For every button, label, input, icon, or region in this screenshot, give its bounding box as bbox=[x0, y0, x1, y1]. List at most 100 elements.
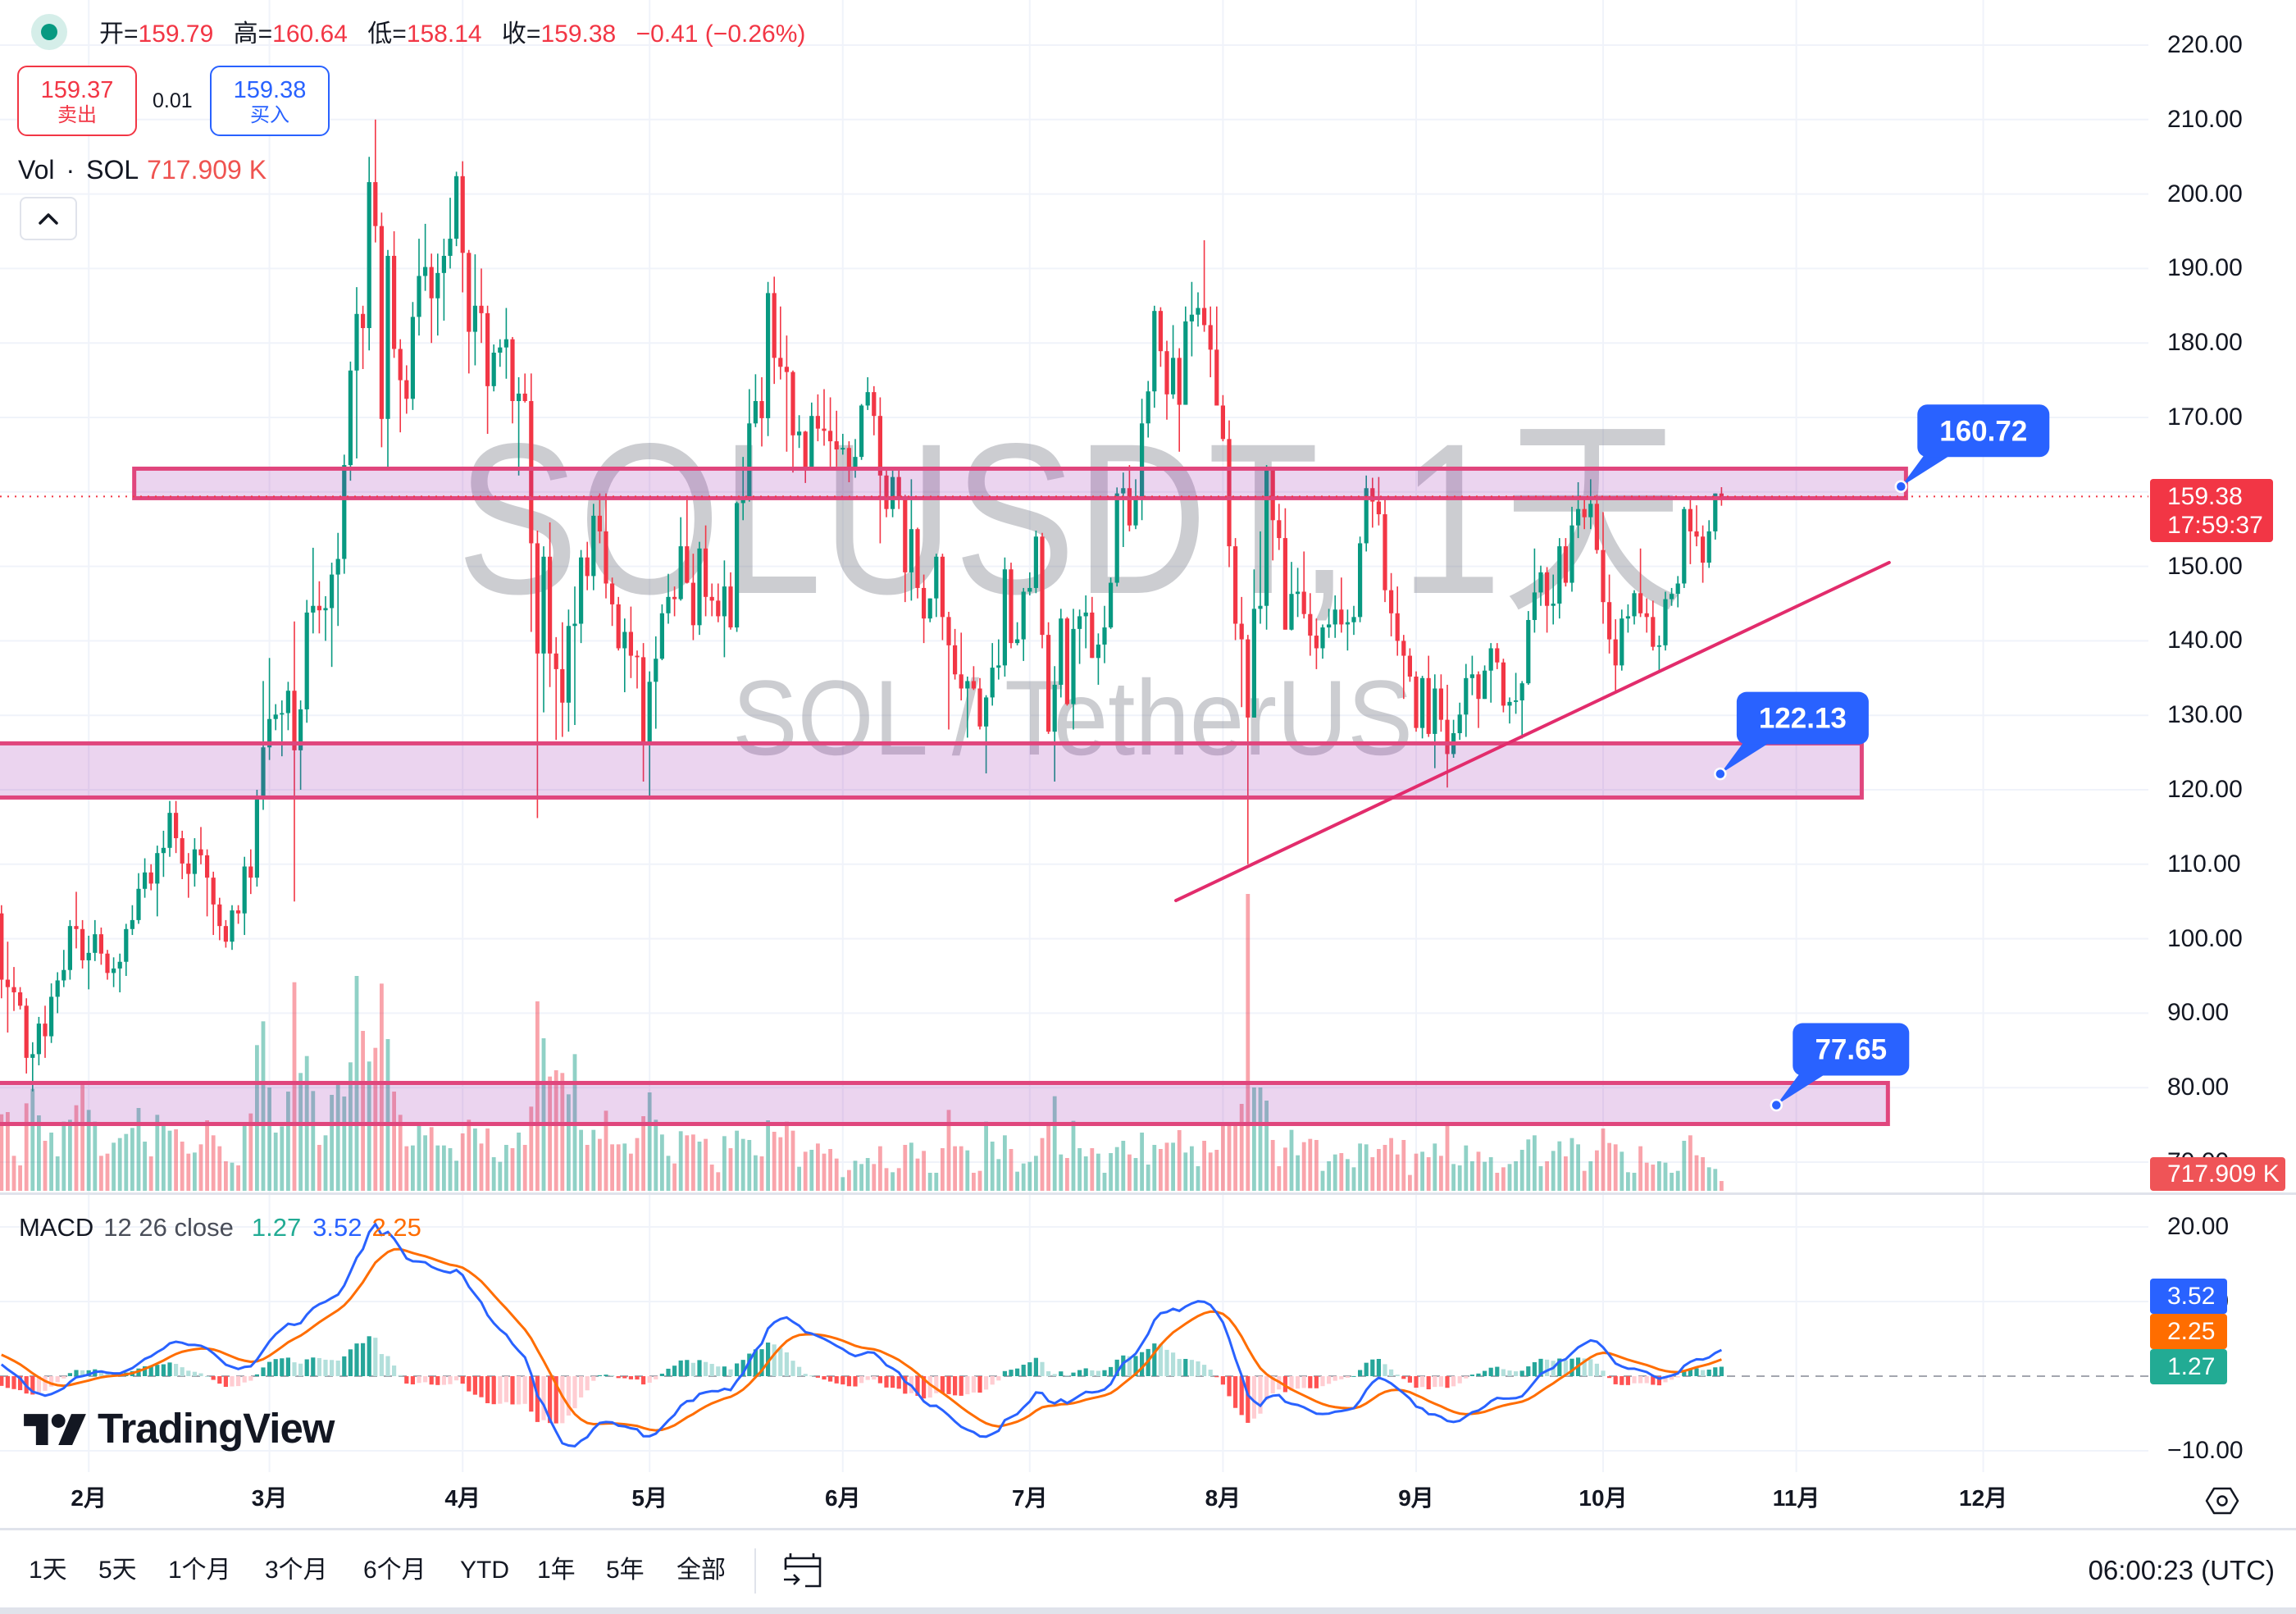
macd-histogram-bar bbox=[541, 1376, 546, 1420]
macd-histogram-bar bbox=[1021, 1365, 1026, 1376]
candle-body bbox=[417, 276, 421, 317]
candle bbox=[1401, 635, 1406, 700]
macd-histogram-bar bbox=[1296, 1376, 1301, 1389]
macd-histogram-bar bbox=[1109, 1366, 1114, 1376]
volume-bar bbox=[672, 1163, 676, 1191]
candle-body bbox=[840, 448, 845, 450]
range-1y[interactable]: 1年 bbox=[537, 1557, 576, 1584]
chart-settings-button[interactable] bbox=[2204, 1484, 2240, 1517]
volume-bar bbox=[429, 1127, 434, 1191]
volume-bar bbox=[697, 1142, 702, 1191]
macd-histogram-bar bbox=[273, 1359, 278, 1376]
candle bbox=[1059, 609, 1064, 698]
volume-bar bbox=[1096, 1153, 1100, 1191]
pane-separator[interactable] bbox=[0, 1192, 2296, 1195]
macd-histogram-bar bbox=[940, 1376, 945, 1393]
volume-bar bbox=[1351, 1167, 1356, 1191]
macd-histogram-bar bbox=[548, 1376, 553, 1424]
volume-bar bbox=[24, 1103, 29, 1191]
candle bbox=[1557, 538, 1562, 619]
volume-bar bbox=[754, 1155, 758, 1191]
candle-body bbox=[1021, 591, 1026, 640]
candle-body bbox=[1569, 525, 1574, 583]
macd-histogram-bar bbox=[672, 1366, 677, 1376]
volume-bar bbox=[797, 1166, 801, 1191]
volume-bar bbox=[953, 1146, 957, 1191]
buy-button[interactable]: 159.38 买入 bbox=[210, 66, 330, 136]
close-value: 159.38 bbox=[540, 21, 617, 48]
volume-bar bbox=[1651, 1165, 1656, 1191]
macd-histogram-bar bbox=[230, 1376, 235, 1387]
go-to-date-button[interactable] bbox=[781, 1550, 825, 1591]
range-6m[interactable]: 6个月 bbox=[363, 1557, 426, 1584]
volume-bar bbox=[641, 1116, 645, 1191]
candle bbox=[479, 268, 484, 344]
volume-bar bbox=[1252, 1087, 1256, 1191]
candle-body bbox=[1208, 325, 1213, 350]
candle-body bbox=[1701, 536, 1706, 563]
range-5y[interactable]: 5年 bbox=[606, 1557, 645, 1584]
sell-button[interactable]: 159.37 卖出 bbox=[17, 66, 137, 136]
macd-histogram-bar bbox=[192, 1371, 197, 1376]
macd-histogram-bar bbox=[1594, 1363, 1599, 1376]
range-3m[interactable]: 3个月 bbox=[265, 1557, 328, 1584]
volume-bar bbox=[560, 1073, 565, 1191]
volume-legend[interactable]: Vol · SOL 717.909 K bbox=[18, 153, 266, 186]
candle-body bbox=[1483, 670, 1487, 700]
macd-histogram-bar bbox=[385, 1356, 390, 1376]
volume-bar bbox=[891, 1172, 895, 1191]
macd-histogram-bar bbox=[728, 1369, 733, 1376]
candle bbox=[1090, 596, 1095, 659]
range-1d[interactable]: 1天 bbox=[29, 1557, 67, 1584]
volume-bar bbox=[1114, 1147, 1119, 1191]
candle bbox=[517, 376, 522, 476]
price-axis[interactable]: 220.00 210.00 200.00 190.00 180.00 170.00 150.… bbox=[2148, 0, 2296, 1472]
volume-bar bbox=[1694, 1155, 1699, 1191]
macd-histogram-bar bbox=[803, 1374, 808, 1376]
volume-bar bbox=[1027, 1161, 1032, 1191]
candle-body bbox=[585, 557, 590, 577]
collapse-legend-button[interactable] bbox=[20, 197, 77, 240]
candle bbox=[716, 583, 721, 622]
candle bbox=[1644, 598, 1649, 633]
tradingview-logo[interactable]: TradingView bbox=[24, 1407, 335, 1450]
volume-bar bbox=[385, 1039, 390, 1191]
volume-bar bbox=[1688, 1135, 1692, 1191]
volume-bar bbox=[1607, 1142, 1611, 1191]
range-1m[interactable]: 1个月 bbox=[168, 1557, 231, 1584]
time-axis[interactable]: 2月 3月 4月 5月 6月 7月 8月 9月 10月 11月 12月 bbox=[0, 1472, 2296, 1528]
price-tick-label: 90.00 bbox=[2167, 999, 2230, 1027]
candle-body bbox=[367, 182, 371, 329]
macd-histogram-bar bbox=[30, 1376, 35, 1395]
macd-histogram-bar bbox=[971, 1376, 976, 1393]
candle bbox=[803, 431, 808, 483]
candle bbox=[379, 212, 384, 448]
macd-legend[interactable]: MACD 12 26 close 1.27 3.52 2.25 bbox=[19, 1211, 421, 1244]
candle-body bbox=[1277, 520, 1282, 539]
macd-histogram-bar bbox=[217, 1376, 222, 1384]
callout-anchor-dot bbox=[1894, 480, 1908, 494]
volume-bar bbox=[1588, 1161, 1593, 1191]
price-tick-label: 180.00 bbox=[2167, 329, 2243, 357]
utc-clock[interactable]: 06:00:23 (UTC) bbox=[2088, 1555, 2275, 1585]
range-ytd[interactable]: YTD bbox=[460, 1557, 509, 1584]
volume-bar bbox=[186, 1153, 191, 1191]
volume-bar bbox=[865, 1158, 870, 1191]
candle bbox=[198, 827, 203, 864]
volume-bar bbox=[1121, 1141, 1126, 1191]
range-5d[interactable]: 5天 bbox=[98, 1557, 137, 1584]
candle bbox=[1258, 531, 1263, 624]
macd-histogram-bar bbox=[410, 1376, 415, 1385]
range-all[interactable]: 全部 bbox=[676, 1557, 726, 1584]
macd-histogram-bar bbox=[448, 1376, 453, 1384]
volume-bar bbox=[747, 1140, 752, 1191]
candle-body bbox=[1196, 308, 1200, 315]
macd-histogram-bar bbox=[872, 1376, 877, 1380]
candle bbox=[161, 830, 166, 878]
candle-body bbox=[1670, 594, 1674, 600]
volume-bar bbox=[61, 1121, 66, 1191]
candle-body bbox=[815, 416, 820, 429]
macd-histogram-bar bbox=[1582, 1358, 1587, 1376]
volume-bar bbox=[43, 1141, 48, 1191]
